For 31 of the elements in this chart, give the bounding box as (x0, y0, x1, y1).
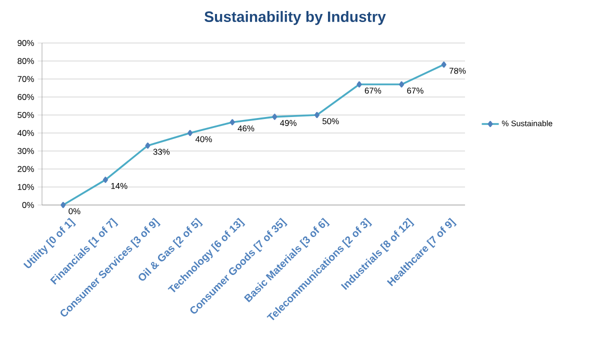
y-tick-label: 20% (18, 166, 34, 172)
data-label: 78% (449, 68, 466, 74)
point (399, 81, 404, 88)
point (145, 142, 150, 149)
y-tick-label: 10% (18, 184, 34, 190)
point (188, 130, 193, 136)
chart-title: Sustainability by Industry (204, 11, 386, 25)
data-label: 49% (280, 120, 297, 126)
point (441, 62, 446, 68)
y-tick-label: 50% (18, 112, 34, 118)
point (314, 112, 320, 118)
data-label: 33% (153, 148, 170, 155)
y-tick-label: 70% (18, 76, 34, 82)
data-label: 14% (111, 183, 128, 189)
data-label: 50% (322, 118, 339, 124)
y-tick-label: 80% (18, 58, 34, 64)
point (272, 114, 278, 120)
y-tick-label: 90% (18, 40, 34, 46)
point (356, 81, 362, 88)
point (102, 176, 108, 183)
point (230, 119, 235, 126)
data-label: 0% (68, 208, 80, 214)
data-label: 67% (407, 88, 424, 94)
y-tick-label: 40% (17, 130, 34, 136)
point (60, 202, 66, 208)
data-label: 40% (195, 136, 212, 142)
data-label: 67% (364, 88, 382, 94)
y-tick-label: 60% (18, 94, 34, 100)
y-tick-label: 30% (18, 148, 34, 154)
y-tick-label: 0% (22, 202, 34, 208)
data-label: 46% (238, 125, 254, 132)
